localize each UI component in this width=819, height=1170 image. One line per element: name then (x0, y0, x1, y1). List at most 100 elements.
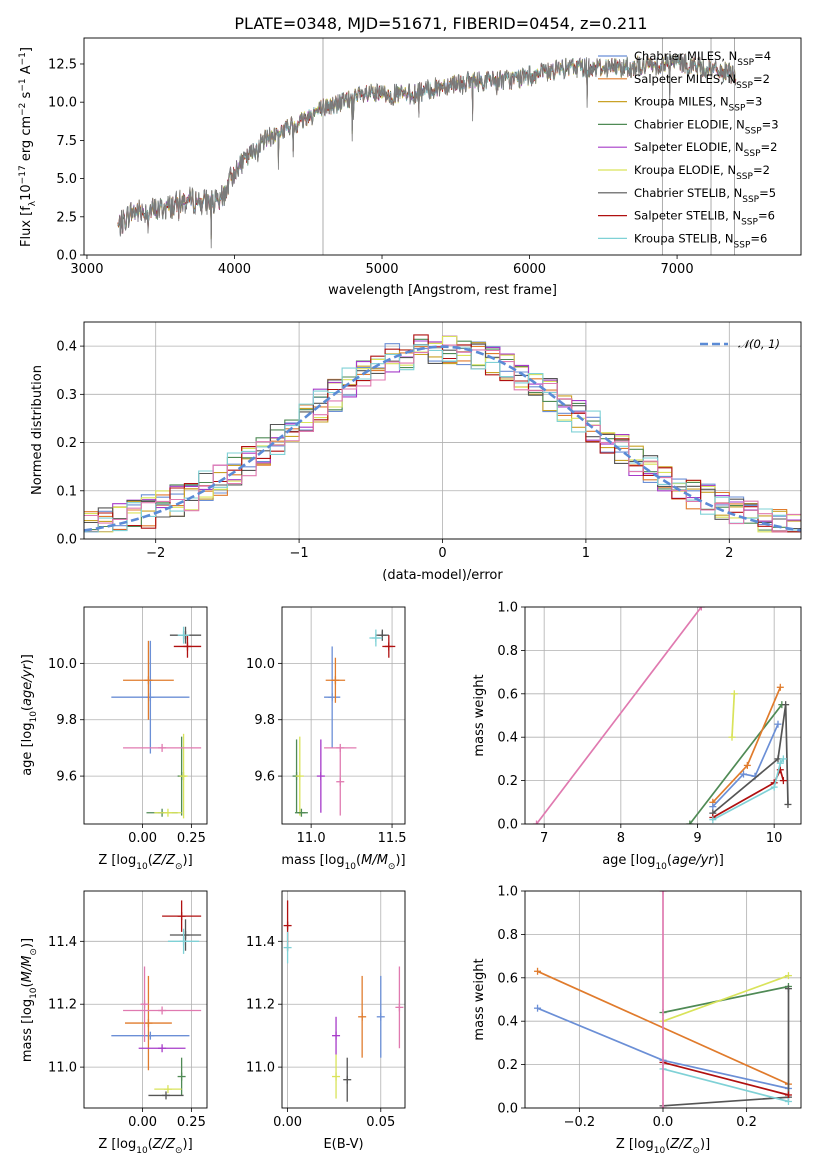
y-tick-label: 0.6 (497, 971, 518, 986)
mass_vs_ebv-plot-area (283, 900, 404, 1102)
legend-label-part: Kroupa MILES, N (634, 95, 729, 109)
x-axis-label: (data-model)/error (382, 568, 503, 583)
y-tick-label: 9.6 (254, 770, 275, 785)
y-tick-label: 11.2 (48, 998, 77, 1013)
x-axis-label: Z [log10(Z/Z⊙)] (616, 1137, 710, 1156)
x-tick-label: 2 (725, 546, 733, 561)
x-tick-label: 0.00 (273, 1115, 302, 1130)
x-axis-label-part: Z [log (98, 1137, 136, 1152)
x-tick-label: 0.05 (366, 1115, 395, 1130)
y-tick-label: 10.0 (48, 657, 77, 672)
y-axis-label: mass weight (472, 674, 487, 756)
y-tick-label: 1.0 (497, 601, 518, 616)
mass_vs_ebv-axes: 0.00 0.05 11.0 11.2 11.4 E(B-V) (246, 890, 406, 1152)
y-tick-label: 11.0 (48, 1061, 77, 1076)
x-axis-label-part: 10 (655, 862, 667, 872)
x-axis-label-part: Z [log (616, 1137, 654, 1152)
x-axis-label-part: )] (714, 853, 724, 868)
x-tick-label: 0.00 (128, 1115, 157, 1130)
age_vs_mass-frame (281, 606, 406, 825)
mass-ebv-point (395, 966, 404, 1049)
x-axis-label: wavelength [Angstrom, rest frame] (328, 283, 557, 298)
x-tick-label: 1 (582, 546, 590, 561)
x-axis-label-part: ( (665, 1137, 670, 1152)
x-axis-label-part: mass [log (281, 853, 344, 868)
y-tick-label: 0.2 (56, 436, 77, 451)
massweight_vs_Z-frame (524, 890, 802, 1109)
y-axis-label-part: erg cm (19, 116, 34, 165)
y-axis-label-part: ⊙ (29, 948, 39, 956)
legend-label-normal: 𝒩(0, 1) (738, 337, 780, 351)
y-tick-label: 2.5 (56, 210, 77, 225)
x-axis-label-part: age [log (602, 853, 655, 868)
legend-label-part: Chabrier ELODIE, N (634, 117, 745, 131)
x-tick-label: 8 (617, 831, 625, 846)
age-mass-point (324, 646, 341, 748)
mass-ebv-point (283, 931, 292, 964)
age-mass-point (324, 743, 357, 752)
y-tick-label: 1.0 (497, 885, 518, 900)
y-tick-label: 0.0 (56, 249, 77, 264)
y-tick-label: 0.3 (56, 388, 77, 403)
mass-z-point (123, 1006, 202, 1015)
residual-histogram-step (84, 344, 801, 533)
x-axis-label-part: Z/Z (669, 1137, 693, 1152)
normal-curve (84, 345, 801, 532)
x-axis-label-part: )] (395, 853, 405, 868)
y-axis-label-part: ] (19, 47, 34, 52)
age-z-point (123, 640, 174, 720)
y-tick-label: 11.4 (48, 935, 77, 950)
x-tick-label: 0 (438, 546, 446, 561)
y-axis-label-part: 10 (29, 987, 39, 999)
y-tick-label: 0.4 (497, 731, 518, 746)
y-axis-label-part: −17 (18, 165, 28, 184)
x-tick-label: 9 (693, 831, 701, 846)
age-z-point (179, 733, 188, 819)
x-tick-label: −1 (290, 546, 309, 561)
x-tick-label: 11.0 (297, 831, 326, 846)
mass-weight-line (662, 974, 789, 1022)
x-axis-label-part: ( (667, 853, 672, 868)
y-tick-label: 0.8 (497, 644, 518, 659)
y-axis-label-part: M/M (20, 956, 35, 983)
legend-label-part: Kroupa STELIB, N (634, 231, 734, 245)
mass-z-point (111, 1031, 190, 1040)
mass_vs_Z-frame (83, 890, 208, 1109)
x-axis-label-part: )] (700, 1137, 710, 1152)
mass-z-point (138, 1044, 186, 1053)
legend-label-part: SSP (742, 195, 759, 205)
x-axis-label-part: Z/Z (152, 1137, 176, 1152)
age-mass-point (375, 629, 389, 641)
age-z-point (177, 626, 190, 644)
x-axis-label-part: 10 (345, 862, 357, 872)
age-mass-point (382, 635, 396, 658)
y-axis-label-part: ( (20, 706, 35, 711)
y-axis-label-part: −2 (18, 103, 28, 116)
mass_vs_ebv-frame (281, 890, 406, 1109)
y-axis-label-part: 10 (19, 184, 34, 201)
legend-label-part: =4 (754, 49, 771, 63)
mass-weight-line (535, 607, 702, 824)
x-axis-label-part: 10 (136, 1146, 148, 1156)
mass-z-point (125, 975, 172, 1071)
legend-label-part: =6 (758, 209, 775, 223)
mass-weight-line (662, 1068, 789, 1103)
y-tick-label: 7.5 (56, 134, 77, 149)
legend-label-part: Chabrier MILES, N (634, 49, 737, 63)
age_vs_mass-grid (282, 607, 405, 824)
legend-label: Salpeter ELODIE, NSSP=2 (634, 140, 777, 159)
legend-label: Salpeter MILES, NSSP=2 (634, 72, 770, 91)
y-tick-label: 11.4 (246, 935, 275, 950)
y-tick-label: 9.8 (56, 713, 77, 728)
y-axis-label-part: s (19, 91, 34, 102)
spectrum-axes: 3000 4000 5000 6000 7000 0.0 2.5 5.0 7.5 10.0 12.5… (18, 37, 802, 298)
y-axis-label-part: age/yr (20, 663, 35, 706)
x-axis-label-part: )] (183, 853, 193, 868)
y-tick-label: 0.0 (497, 1102, 518, 1117)
mass_vs_Z-grid (84, 891, 207, 1108)
legend-label-part: SSP (737, 58, 754, 68)
mass-ebv-point (376, 975, 385, 1058)
y-axis-label-part: ( (20, 982, 35, 987)
y-axis-label-part: 10 (29, 711, 39, 723)
